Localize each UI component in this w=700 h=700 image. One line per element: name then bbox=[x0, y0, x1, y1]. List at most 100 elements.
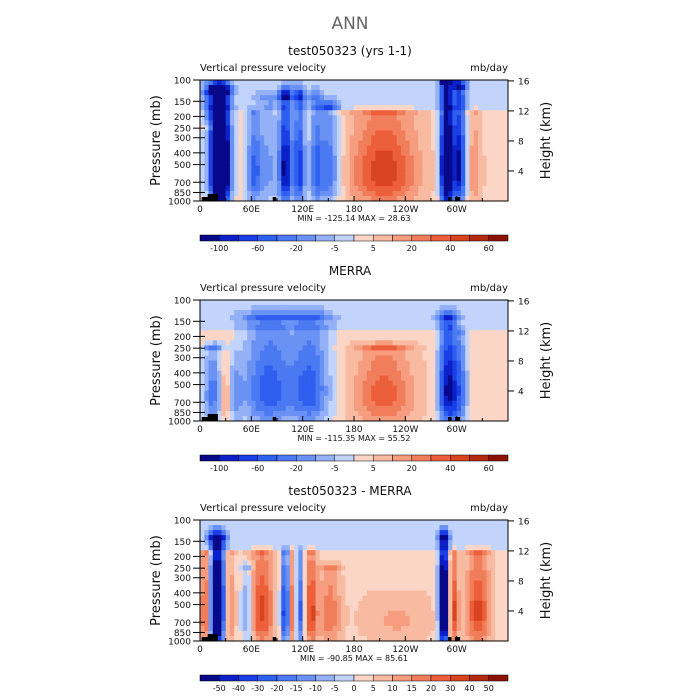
heatmap-cell bbox=[345, 390, 351, 397]
heatmap-cell bbox=[345, 145, 351, 151]
heatmap-cell bbox=[503, 165, 509, 172]
heatmap-cell bbox=[362, 585, 368, 591]
heatmap-cell bbox=[409, 565, 415, 571]
heatmap-cell bbox=[439, 590, 445, 597]
heatmap-cell bbox=[431, 110, 436, 116]
heatmap-cell bbox=[277, 535, 282, 541]
heatmap-cell bbox=[418, 380, 423, 387]
heatmap-cell bbox=[324, 155, 329, 162]
heatmap-cell bbox=[281, 310, 286, 316]
heatmap-cell bbox=[242, 600, 248, 607]
heatmap-cell bbox=[452, 335, 458, 341]
heatmap-cell bbox=[392, 120, 398, 126]
heatmap-cell bbox=[362, 100, 368, 106]
heatmap-cell bbox=[311, 530, 316, 536]
heatmap-cell bbox=[319, 530, 325, 536]
heatmap-cell bbox=[354, 600, 359, 607]
heatmap-cell bbox=[289, 190, 295, 197]
heatmap-cell bbox=[264, 390, 269, 397]
heatmap-cell bbox=[426, 145, 432, 151]
heatmap-cell bbox=[281, 605, 286, 612]
heatmap-cell bbox=[259, 330, 265, 336]
heatmap-cell bbox=[272, 185, 278, 192]
heatmap-cell bbox=[251, 315, 257, 321]
heatmap-cell bbox=[264, 395, 269, 402]
heatmap-cell bbox=[264, 405, 269, 412]
heatmap-cell bbox=[328, 350, 334, 356]
heatmap-cell bbox=[383, 160, 389, 167]
heatmap-cell bbox=[396, 535, 402, 541]
heatmap-cell bbox=[452, 560, 458, 566]
heatmap-cell bbox=[204, 570, 209, 576]
heatmap-cell bbox=[229, 315, 235, 321]
heatmap-cell bbox=[272, 385, 278, 392]
heatmap-cell bbox=[298, 170, 304, 177]
heatmap-cell bbox=[204, 95, 209, 101]
heatmap-cell bbox=[388, 85, 393, 91]
heatmap-cell bbox=[289, 415, 295, 422]
heatmap-cell bbox=[306, 385, 312, 392]
heatmap-cell bbox=[268, 155, 274, 162]
heatmap-cell bbox=[379, 535, 385, 541]
heatmap-cell bbox=[379, 175, 385, 182]
heatmap-cell bbox=[443, 120, 449, 126]
heatmap-cell bbox=[503, 95, 509, 101]
heatmap-cell bbox=[448, 380, 453, 387]
heatmap-cell bbox=[212, 140, 218, 146]
heatmap-cell bbox=[298, 150, 304, 157]
heatmap-cell bbox=[277, 585, 282, 591]
colorbar-swatch bbox=[315, 234, 335, 242]
heatmap-cell bbox=[375, 525, 381, 531]
heatmap-cell bbox=[460, 80, 466, 86]
heatmap-cell bbox=[225, 550, 231, 556]
heatmap-cell bbox=[332, 605, 338, 612]
heatmap-cell bbox=[392, 380, 398, 387]
heatmap-cell bbox=[431, 310, 436, 316]
heatmap-cell bbox=[251, 105, 257, 111]
heatmap-cell bbox=[217, 345, 222, 351]
heatmap-cell bbox=[478, 320, 483, 326]
heatmap-cell bbox=[452, 585, 458, 591]
heatmap-cell bbox=[200, 145, 205, 151]
heatmap-cell bbox=[490, 165, 496, 172]
heatmap-cell bbox=[482, 415, 488, 422]
heatmap-cell bbox=[298, 165, 304, 172]
heatmap-cell bbox=[242, 555, 248, 561]
heatmap-cell bbox=[259, 95, 265, 101]
heatmap-cell bbox=[465, 325, 470, 331]
heatmap-cell bbox=[349, 350, 355, 356]
heatmap-cell bbox=[452, 600, 458, 607]
heatmap-cell bbox=[392, 145, 398, 151]
heatmap-cell bbox=[225, 110, 231, 116]
heatmap-cell bbox=[217, 560, 222, 566]
heatmap-cell bbox=[328, 130, 334, 136]
heatmap-cell bbox=[221, 135, 227, 141]
heatmap-cell bbox=[486, 335, 492, 341]
heatmap-cell bbox=[465, 300, 470, 306]
heatmap-cell bbox=[358, 115, 363, 121]
heatmap-cell bbox=[486, 520, 492, 526]
heatmap-cell bbox=[217, 130, 222, 136]
heatmap-cell bbox=[212, 405, 218, 412]
heatmap-cell bbox=[469, 140, 475, 146]
heatmap-cell bbox=[251, 150, 257, 157]
heatmap-cell bbox=[456, 100, 462, 106]
heatmap-cell bbox=[212, 395, 218, 402]
heatmap-cell bbox=[285, 595, 291, 602]
heatmap-cell bbox=[294, 345, 299, 351]
heatmap-cell bbox=[401, 340, 406, 346]
colorbar-label: 5 bbox=[371, 464, 376, 473]
heatmap-cell bbox=[439, 330, 445, 336]
heatmap-cell bbox=[264, 330, 269, 336]
heatmap-cell bbox=[281, 590, 286, 597]
heatmap-cell bbox=[341, 610, 346, 617]
heatmap-cell bbox=[354, 180, 359, 187]
heatmap-cell bbox=[413, 390, 419, 397]
heatmap-cell bbox=[277, 340, 282, 346]
heatmap-cell bbox=[345, 365, 351, 371]
heatmap-cell bbox=[264, 125, 269, 131]
heatmap-cell bbox=[431, 140, 436, 146]
heatmap-cell bbox=[251, 320, 257, 326]
heatmap-cell bbox=[208, 605, 214, 612]
heatmap-cell bbox=[379, 320, 385, 326]
